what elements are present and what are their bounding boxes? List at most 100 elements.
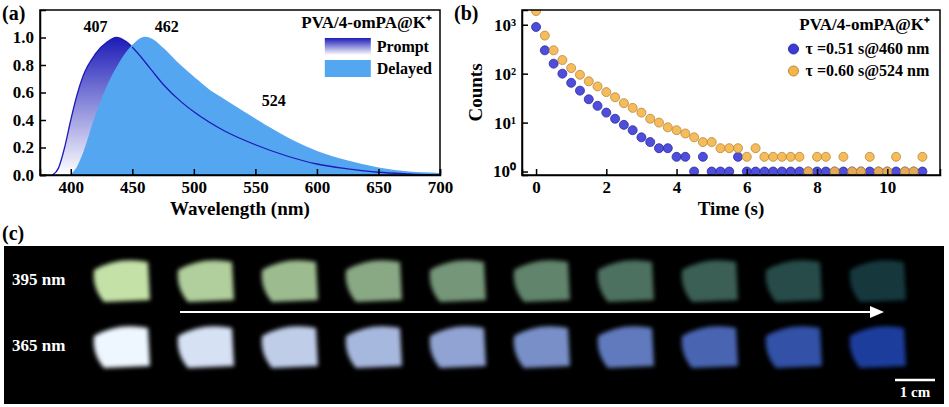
point: [611, 114, 620, 123]
panel-label: (c): [2, 222, 24, 245]
legend: PVA/4-omPA@K⁺PromptDelayed: [301, 13, 432, 78]
tick-label: 500: [182, 178, 208, 197]
legend-swatch: [325, 60, 371, 77]
tick-mark: [40, 147, 46, 149]
tick: 0.4: [13, 111, 46, 130]
legend-marker: [789, 66, 799, 76]
tick-label: 10: [879, 178, 896, 197]
photo-frame: [94, 326, 150, 368]
point: [540, 31, 549, 40]
point: [558, 56, 567, 65]
point: [681, 129, 690, 138]
legend-title: PVA/4-omPA@K⁺: [301, 13, 432, 32]
tick-label: 0.6: [13, 83, 34, 102]
tick: 500: [182, 169, 208, 197]
point: [865, 167, 874, 175]
tick: 4: [673, 169, 682, 197]
tick-mark: [378, 169, 380, 175]
area: [52, 38, 440, 176]
point: [663, 123, 672, 132]
tick: 2: [603, 169, 612, 197]
row-label: 395 nm: [12, 270, 65, 289]
plot-area: [532, 10, 927, 175]
tick-mark: [522, 73, 528, 75]
photo-frame: [178, 326, 234, 368]
tick-mark: [747, 169, 749, 175]
point: [540, 46, 549, 55]
photo-frame: [178, 260, 234, 302]
tick: 400: [59, 169, 85, 197]
point: [795, 152, 804, 161]
tick: 650: [366, 169, 392, 197]
photo-frame: [94, 260, 150, 302]
panel-label: (a): [2, 2, 25, 25]
point: [725, 167, 734, 175]
point: [593, 82, 602, 91]
point: [821, 167, 830, 175]
tick: 10²: [494, 65, 528, 84]
point: [628, 126, 637, 135]
legend-label: Prompt: [377, 38, 430, 56]
point: [698, 138, 707, 147]
scale-bar-label: 1 cm: [900, 384, 931, 400]
tick: 0.6: [13, 83, 46, 102]
photo-panel: (c)395 nm365 nm1 cm: [2, 222, 944, 404]
tick: 8: [813, 169, 822, 197]
point: [716, 167, 725, 175]
point: [628, 103, 637, 112]
point: [584, 77, 593, 86]
figure: 4004505005506006507000.00.20.40.60.81.0W…: [0, 0, 949, 407]
x-axis: 400450500550600650700: [41, 169, 454, 197]
tick: 10¹: [494, 114, 528, 133]
tick-mark: [255, 169, 257, 175]
point: [769, 152, 778, 161]
tick: 450: [120, 169, 146, 197]
point: [567, 64, 576, 73]
photo-frame: [514, 260, 570, 302]
point: [848, 167, 857, 175]
point: [900, 167, 909, 175]
point: [751, 167, 760, 175]
tick-label: 10²: [494, 65, 516, 84]
tick-label: 2: [603, 178, 612, 197]
point: [619, 99, 628, 108]
point: [786, 152, 795, 161]
tick-label: 4: [673, 178, 682, 197]
tick-mark: [132, 169, 134, 175]
point: [786, 167, 795, 175]
legend-title: PVA/4-omPA@K⁺: [799, 15, 930, 34]
tick: 6: [743, 169, 752, 197]
point: [856, 167, 865, 175]
point: [672, 152, 681, 161]
photo-frame: [514, 326, 570, 368]
photo-frame: [346, 326, 402, 368]
photo-frame: [598, 260, 654, 302]
tick: 1.0: [13, 28, 46, 47]
x-axis-title: Time (s): [698, 198, 765, 220]
tick-label: 0.8: [13, 56, 34, 75]
photo-frame: [766, 326, 822, 368]
point: [795, 167, 804, 175]
point: [734, 144, 743, 153]
point: [769, 167, 778, 175]
tick: 0: [532, 169, 541, 197]
tick-mark: [522, 171, 528, 173]
point: [707, 138, 716, 147]
legend-marker: [789, 44, 799, 54]
y-axis: 0.00.20.40.60.81.0: [13, 11, 46, 185]
point: [593, 101, 602, 110]
point: [760, 167, 769, 175]
photo-frame: [262, 260, 318, 302]
point: [558, 69, 567, 78]
tick-mark: [71, 169, 73, 175]
tick: 550: [243, 169, 269, 197]
annotation: 524: [262, 92, 286, 109]
point: [830, 167, 839, 175]
point: [532, 10, 541, 16]
point: [909, 167, 918, 175]
x-axis-line: [41, 169, 441, 176]
photo-frame: [262, 326, 318, 368]
point: [777, 167, 786, 175]
legend: PVA/4-omPA@K⁺τ =0.51 s@460 nmτ =0.60 s@5…: [789, 15, 931, 80]
photo-frame: [682, 260, 738, 302]
